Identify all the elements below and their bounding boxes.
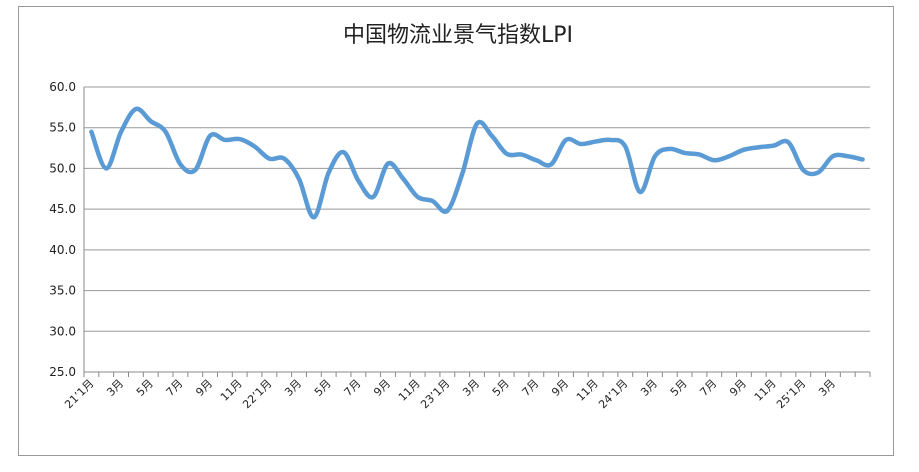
y-tick-label: 55.0 bbox=[49, 121, 76, 135]
y-tick-label: 35.0 bbox=[49, 284, 76, 298]
y-tick-label: 50.0 bbox=[49, 161, 76, 175]
y-tick-label: 40.0 bbox=[49, 243, 76, 257]
y-tick-label: 30.0 bbox=[49, 324, 76, 338]
y-tick-label: 25.0 bbox=[49, 365, 76, 379]
data-line bbox=[89, 106, 865, 220]
y-tick-label: 45.0 bbox=[49, 202, 76, 216]
chart-frame bbox=[18, 6, 894, 456]
y-tick-label: 60.0 bbox=[49, 80, 76, 94]
chart-title: 中国物流业景气指数LPI bbox=[343, 23, 573, 48]
